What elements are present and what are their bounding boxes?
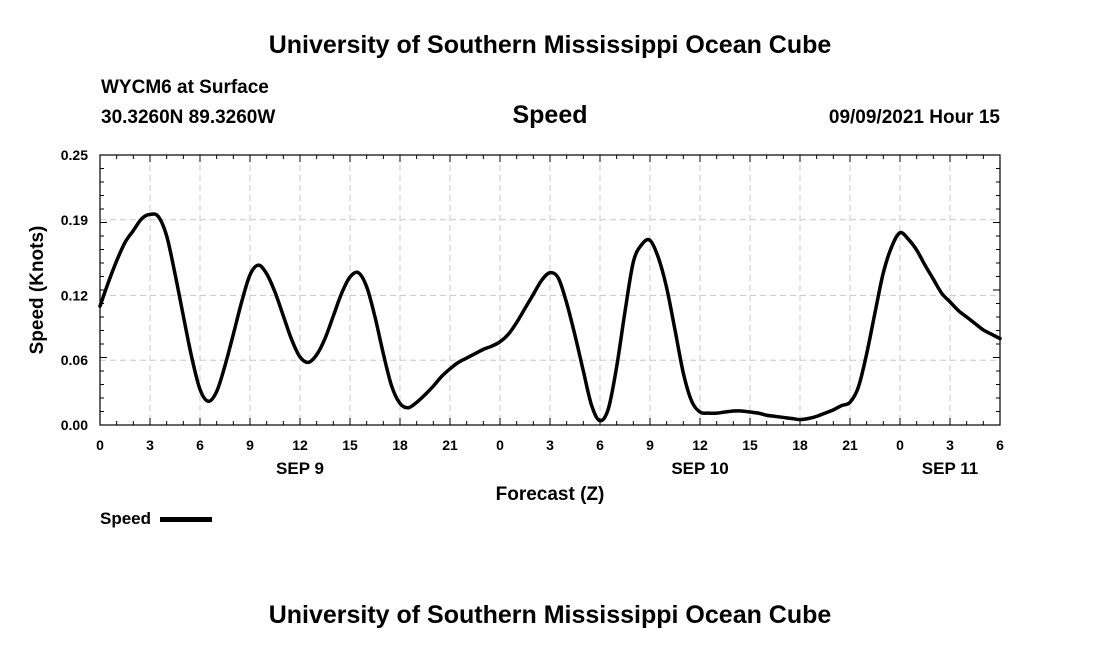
x-axis-title: Forecast (Z) — [496, 484, 605, 505]
x-tick-label: 0 — [896, 437, 904, 453]
y-axis-title: Speed (Knots) — [27, 226, 48, 355]
x-tick-label: 15 — [742, 437, 758, 453]
series-line-speed — [98, 212, 1002, 423]
x-tick-label: 6 — [196, 437, 204, 453]
legend-label: Speed — [100, 509, 152, 528]
x-tick-label: 12 — [292, 437, 308, 453]
timestamp-label: 09/09/2021 Hour 15 — [828, 107, 1000, 128]
chart-title: Speed — [512, 101, 588, 129]
plot-frame — [99, 154, 1001, 426]
x-tick-label: 0 — [496, 437, 504, 453]
y-tick-label: 0.06 — [61, 352, 88, 368]
x-tick-label: 21 — [442, 437, 458, 453]
coordinates-label: 30.3260N 89.3260W — [101, 107, 276, 128]
x-tick-label: 15 — [342, 437, 358, 453]
x-tick-label: 9 — [646, 437, 654, 453]
x-tick-label: 18 — [792, 437, 808, 453]
y-tick-label: 0.00 — [61, 417, 88, 433]
x-tick-label: 12 — [692, 437, 708, 453]
x-tick-label: 3 — [546, 437, 554, 453]
x-tick-label: 9 — [246, 437, 254, 453]
top-title: University of Southern Mississippi Ocean… — [268, 31, 832, 59]
y-tick-label: 0.25 — [61, 147, 88, 163]
date-label: SEP 10 — [671, 459, 728, 478]
legend-swatch — [160, 517, 212, 522]
date-label: SEP 11 — [922, 459, 978, 478]
y-tick-label: 0.19 — [61, 212, 88, 228]
x-tick-label: 0 — [96, 437, 104, 453]
x-tick-label: 6 — [996, 437, 1004, 453]
bottom-title: University of Southern Mississippi Ocean… — [268, 601, 832, 629]
date-label: SEP 9 — [276, 459, 324, 478]
x-tick-label: 6 — [596, 437, 604, 453]
x-tick-label: 3 — [946, 437, 954, 453]
y-tick-label: 0.12 — [61, 287, 88, 303]
x-tick-label: 21 — [842, 437, 858, 453]
station-label: WYCM6 at Surface — [101, 77, 269, 98]
x-tick-label: 18 — [392, 437, 408, 453]
x-tick-label: 3 — [146, 437, 154, 453]
